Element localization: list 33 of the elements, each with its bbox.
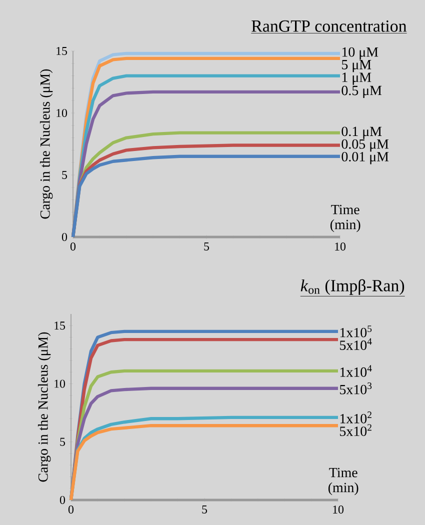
legend-title: RanGTP concentration (252, 20, 407, 32)
y-tick-label: 15 (56, 46, 68, 55)
x-tick-label: 10 (335, 242, 346, 251)
series-label: 1 μM (342, 72, 372, 85)
x-axis-title: Time (min) (328, 468, 358, 496)
x-tick-label: 0 (68, 506, 74, 514)
y-axis-title: Cargo in the Nucleus (μM) (40, 69, 53, 219)
legend-title: k$_{on}$ (Impβ-Ran) (300, 279, 404, 295)
series-label: 0.1 μM (342, 126, 382, 139)
y-tick-label: 0 (62, 232, 68, 242)
series-label: 1x10$^{5}$ (340, 326, 372, 338)
y-tick-label: 10 (56, 108, 68, 118)
x-tick-label: 5 (204, 242, 210, 250)
series-label: 0.5 μM (342, 86, 382, 98)
y-tick-label: 15 (54, 322, 66, 330)
x-axis-title: Time (min) (330, 204, 360, 232)
series-label: 1x10$^{4}$ (340, 365, 372, 377)
series-label: 5x10$^{3}$ (340, 382, 372, 394)
series-label: 5x10$^{2}$ (340, 424, 372, 436)
x-tick-label: 5 (202, 506, 208, 514)
y-axis-title: Cargo in the Nucleus (μM) (38, 332, 51, 482)
y-tick-label: 0 (60, 496, 66, 504)
series-label: 10 μM (342, 47, 378, 60)
y-tick-label: 10 (54, 380, 66, 388)
x-tick-label: 0 (70, 242, 76, 251)
series-label: 0.01 μM (342, 152, 389, 164)
series-label: 5 μM (342, 60, 372, 72)
x-tick-label: 10 (333, 506, 344, 514)
y-tick-label: 5 (60, 438, 66, 446)
series-label: 0.05 μM (342, 139, 389, 152)
y-tick-label: 5 (62, 171, 68, 179)
series-label: 1x10$^{2}$ (340, 412, 372, 424)
series-label: 5x10$^{4}$ (340, 338, 372, 350)
